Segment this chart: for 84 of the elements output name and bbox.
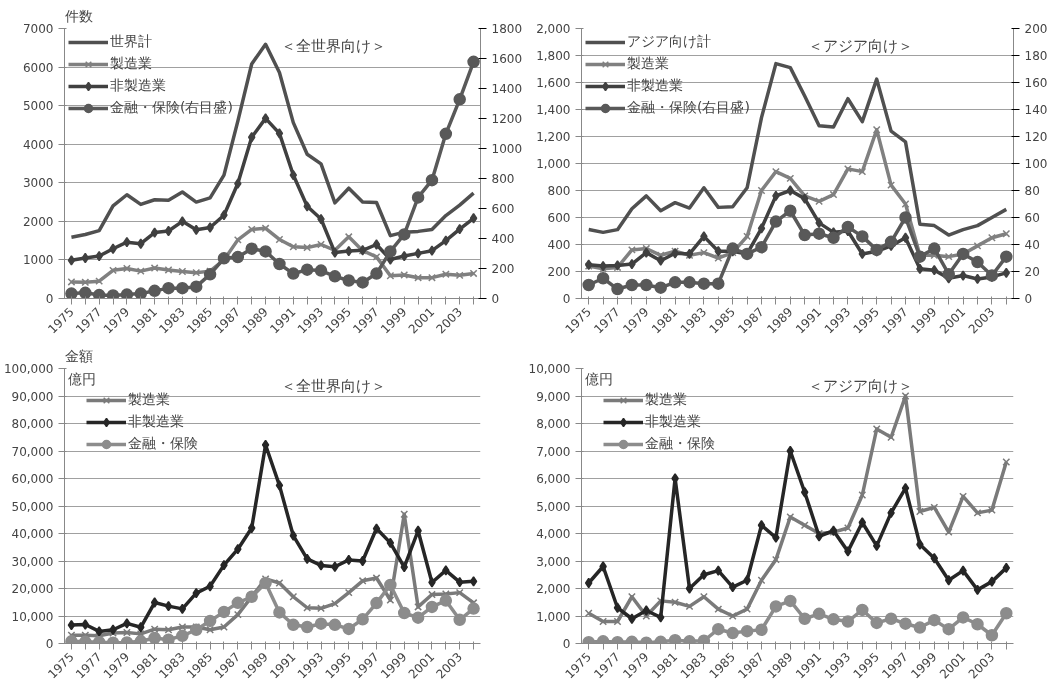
y-tick-label: 20,000 [11,582,54,596]
y-tick-label: 40,000 [11,527,54,541]
y-tick-label: 6000 [22,60,54,75]
y2-tick-label: 140 [1024,103,1048,117]
y-tick-label: 30,000 [11,554,54,569]
y2-tick-label: 20 [1024,265,1040,279]
y-tick-label: 90,000 [11,389,54,404]
y2-tick-label: 200 [1024,22,1048,36]
chart-title: 金額 [64,347,93,364]
legend-label: 非製造業 [128,413,184,431]
legend-label: 製造業 [627,55,669,73]
chart-title: 件数 [64,7,93,24]
legend-label: 製造業 [128,391,170,409]
y-tick-label: 3,000 [536,554,571,569]
y-tick-label: 10,000 [11,609,54,624]
y2-tick-label: 0 [1024,292,1033,306]
y-tick-label: 9,000 [536,389,571,404]
y-tick-label: 1,200 [536,130,571,144]
y2-tick-label: 60 [1024,211,1040,225]
y-axis-title: 億円 [67,370,96,387]
y2-tick-label: 100 [1024,157,1048,171]
y-tick-label: 1,000 [536,157,571,171]
y-tick-label: 1,600 [536,76,571,90]
y-axis-title: 億円 [584,370,613,387]
y-tick-label: 0 [562,637,571,651]
legend-label: 製造業 [110,55,152,73]
y-tick-label: 6,000 [536,472,571,486]
y-tick-label: 2,000 [536,22,571,36]
y2-tick-label: 40 [1024,238,1040,252]
legend-label: アジア向け計 [627,33,711,51]
y-tick-label: 3000 [22,176,54,191]
y2-tick-label: 1800 [491,22,523,36]
y-tick-label: 0 [45,637,54,651]
legend-label: 非製造業 [110,77,166,95]
y2-tick-label: 180 [1024,49,1048,63]
legend-label: 金融・保険(右目盛) [110,99,233,117]
y-tick-label: 4,000 [536,527,571,541]
y2-tick-label: 1600 [491,52,523,66]
y2-tick-label: 600 [491,202,515,216]
y-tick-label: 600 [547,211,571,225]
y-tick-label: 100,000 [3,362,54,376]
annotation: ＜全世界向け＞ [281,36,387,55]
y-tick-label: 400 [547,238,571,252]
y2-tick-label: 120 [1024,130,1048,144]
y-tick-label: 5,000 [536,499,571,514]
y2-tick-label: 200 [491,262,515,276]
y-tick-label: 1,400 [536,103,571,117]
y-tick-label: 5000 [22,99,54,114]
legend-label: 非製造業 [627,77,683,95]
y-tick-label: 2000 [22,214,54,229]
annotation: ＜アジア向け＞ [808,376,914,395]
y2-tick-label: 80 [1024,184,1040,198]
legend-label: 世界計 [110,33,152,51]
legend-label: 金融・保険 [645,435,715,453]
y-tick-label: 7000 [22,22,54,36]
y2-tick-label: 0 [491,292,500,306]
y-tick-label: 200 [547,265,571,279]
y2-tick-label: 1000 [491,142,523,156]
legend-label: 非製造業 [645,413,701,431]
y-tick-label: 7,000 [536,444,571,459]
y-tick-label: 2,000 [536,582,571,596]
legend-label: 金融・保険(右目盛) [627,99,750,117]
annotation: ＜全世界向け＞ [281,376,387,395]
y-tick-label: 4000 [22,137,54,152]
annotation: ＜アジア向け＞ [808,36,914,55]
legend-label: 金融・保険 [128,435,198,453]
y-tick-label: 8,000 [536,417,571,431]
y-tick-label: 80,000 [11,417,54,431]
y-tick-label: 60,000 [11,472,54,486]
y-tick-label: 1000 [22,253,54,268]
y2-tick-label: 1400 [491,82,523,96]
y-tick-label: 10,000 [528,362,571,376]
y-tick-label: 1,800 [536,49,571,63]
y-tick-label: 0 [562,292,571,306]
y2-tick-label: 800 [491,172,515,186]
y-tick-label: 1,000 [536,609,571,624]
y-tick-label: 50,000 [11,499,54,514]
y2-tick-label: 1200 [491,112,523,126]
y2-tick-label: 160 [1024,76,1048,90]
y-tick-label: 0 [45,292,54,306]
legend-label: 製造業 [645,391,687,409]
y-tick-label: 800 [547,184,571,198]
y-tick-label: 70,000 [11,444,54,459]
y2-tick-label: 400 [491,232,515,246]
